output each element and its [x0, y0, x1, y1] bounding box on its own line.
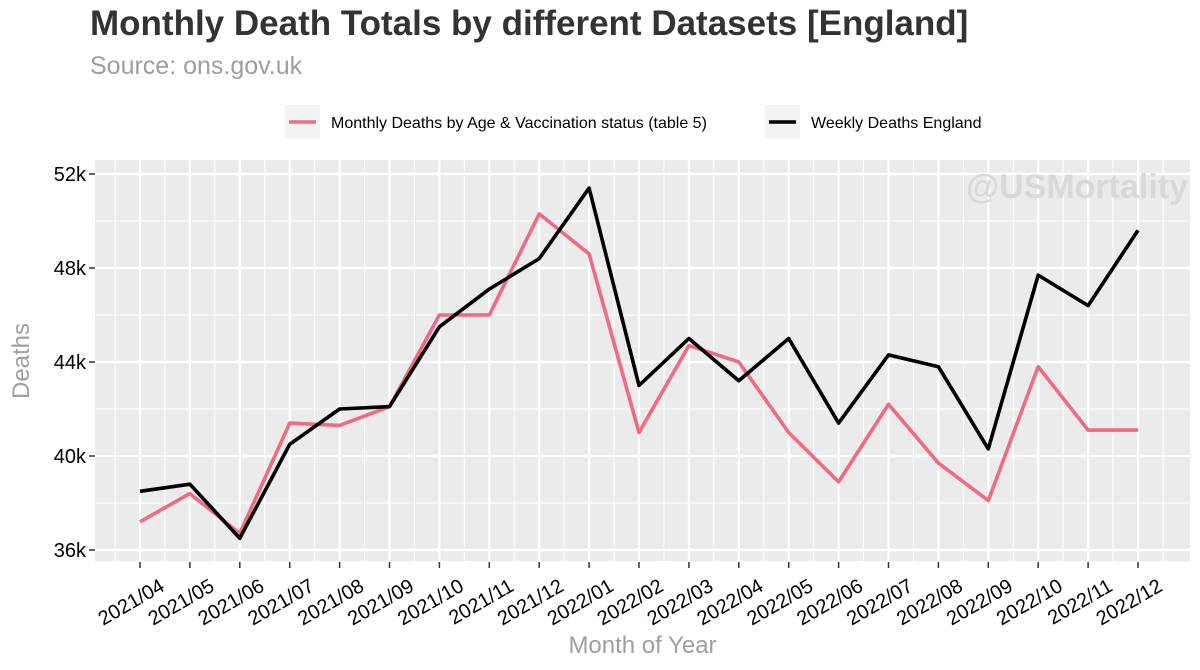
y-axis: 36k 40k 44k 48k 52k — [54, 164, 95, 562]
watermark-text: @USMortality — [966, 168, 1188, 206]
x-axis: 2021/042021/052021/062021/072021/082021/… — [95, 562, 1166, 630]
y-axis-title: Deaths — [8, 323, 35, 399]
legend-item-2: Weekly Deaths England — [765, 105, 981, 138]
y-tick-label: 36k — [54, 540, 87, 562]
y-tick-label: 44k — [54, 352, 87, 374]
legend-label: Weekly Deaths England — [811, 115, 981, 132]
legend: Monthly Deaths by Age & Vaccination stat… — [285, 105, 981, 138]
series-line-1 — [139, 212, 1138, 536]
x-axis-title: Month of Year — [568, 632, 716, 659]
y-tick-label: 48k — [54, 258, 87, 280]
series-lines — [139, 186, 1140, 541]
legend-label: Monthly Deaths by Age & Vaccination stat… — [331, 115, 707, 132]
legend-item-1: Monthly Deaths by Age & Vaccination stat… — [285, 105, 707, 138]
chart-subtitle: Source: ons.gov.uk — [90, 52, 303, 80]
y-tick-label: 52k — [54, 164, 87, 186]
gridlines — [95, 160, 1190, 563]
chart-title: Monthly Death Totals by different Datase… — [90, 4, 969, 43]
series-line-2 — [139, 186, 1140, 541]
y-tick-label: 40k — [54, 446, 87, 468]
